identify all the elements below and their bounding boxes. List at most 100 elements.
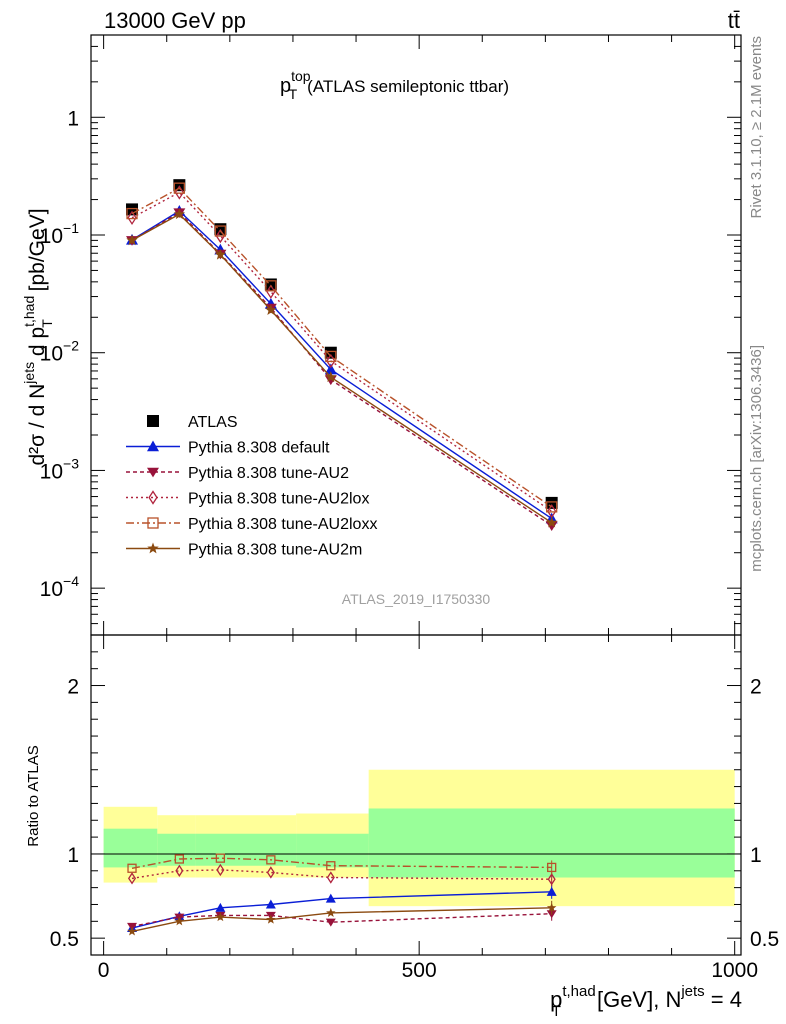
ratio-y-tick-label: 0.5 bbox=[50, 928, 79, 951]
series-3-ratio-point bbox=[127, 872, 137, 885]
series-3-main-line bbox=[131, 191, 553, 512]
process-label: tt̄ bbox=[728, 8, 740, 33]
ratio-plot-series bbox=[127, 853, 557, 936]
ratio-y-tick-label: 2 bbox=[67, 676, 79, 699]
ratio-y-tick-label: 1 bbox=[67, 844, 79, 867]
legend-label: Pythia 8.308 tune-AU2loxx bbox=[188, 516, 377, 533]
legend-entry: Pythia 8.308 tune-AU2m bbox=[126, 542, 362, 559]
series-0-main-point bbox=[173, 179, 186, 192]
legend-marker bbox=[147, 440, 159, 452]
legend-marker bbox=[147, 415, 159, 427]
series-4-ratio-point bbox=[547, 862, 557, 873]
legend-entry: Pythia 8.308 tune-AU2loxx bbox=[126, 516, 377, 533]
main-plot-series bbox=[126, 179, 558, 531]
x-axis-label: pt,had T [GeV], Njets = 4 bbox=[550, 983, 742, 1020]
series-1-ratio-point bbox=[215, 902, 226, 912]
series-2-main-point bbox=[324, 375, 337, 386]
legend-label: Pythia 8.308 tune-AU2 bbox=[188, 465, 349, 482]
ratio-inner-band bbox=[157, 833, 196, 866]
legend-entry: Pythia 8.308 tune-AU2 bbox=[126, 465, 349, 482]
legend-marker bbox=[147, 467, 159, 478]
analysis-id-label: ATLAS_2019_I1750330 bbox=[342, 591, 491, 607]
main-y-tick-label: 10−2 bbox=[40, 338, 80, 366]
series-5-main-line bbox=[131, 213, 553, 524]
series-2-main-line bbox=[131, 211, 553, 527]
series-2-main-point bbox=[545, 521, 558, 531]
ratio-y-axis-label: Ratio to ATLAS bbox=[25, 745, 42, 846]
legend-label: Pythia 8.308 default bbox=[188, 440, 330, 457]
series-1-ratio-point bbox=[265, 899, 276, 909]
series-4-main-point bbox=[173, 182, 185, 194]
legend-label: Pythia 8.308 tune-AU2lox bbox=[188, 491, 369, 508]
legend-marker bbox=[147, 517, 159, 529]
series-4-ratio-point bbox=[215, 853, 226, 863]
legend-marker bbox=[147, 542, 159, 554]
series-5-main-point bbox=[126, 234, 138, 246]
series-5-ratio-line bbox=[131, 907, 552, 933]
series-3-ratio-point bbox=[175, 864, 184, 877]
series-4-main-point bbox=[126, 207, 138, 220]
series-0-main-point bbox=[545, 496, 558, 509]
series-0-main-point bbox=[126, 203, 139, 216]
series-5-main-point bbox=[325, 371, 337, 383]
series-3-main-point bbox=[127, 210, 137, 225]
series-3-ratio-point bbox=[216, 863, 225, 877]
series-1-main-point bbox=[324, 363, 337, 375]
main-y-tick-label: 10−3 bbox=[40, 455, 80, 483]
series-1-ratio-line bbox=[131, 891, 552, 929]
energy-label: 13000 GeV pp bbox=[104, 8, 246, 33]
series-5-ratio-point bbox=[174, 916, 185, 926]
axis-ticks bbox=[91, 34, 741, 955]
series-4-ratio-point bbox=[266, 855, 276, 865]
ratio-plot-frame bbox=[90, 634, 742, 956]
legend-marker bbox=[148, 490, 158, 505]
rivet-version-label: Rivet 3.1.10, ≥ 2.1M events bbox=[748, 36, 765, 219]
series-5-main-point bbox=[173, 208, 186, 220]
series-3-main-point bbox=[326, 353, 336, 369]
ratio-inner-band bbox=[103, 828, 158, 868]
series-1-main-line bbox=[131, 210, 553, 520]
series-4-main-line bbox=[131, 187, 553, 508]
main-y-tick-label: 10−4 bbox=[40, 573, 80, 601]
series-5-ratio-point bbox=[266, 914, 276, 924]
ratio-uncertainty-bands bbox=[91, 769, 741, 907]
mcplots-source-label: mcplots.cern.ch [arXiv:1306.3436] bbox=[748, 345, 765, 572]
legend-label: Pythia 8.308 tune-AU2m bbox=[188, 542, 362, 559]
series-4-main-point bbox=[546, 501, 558, 513]
series-1-ratio-point bbox=[325, 893, 336, 903]
series-4-main-point bbox=[265, 280, 277, 292]
main-y-axis-label: d²σ / d Njets d pt,had T [pb/GeV] bbox=[21, 208, 55, 465]
series-5-ratio-point bbox=[215, 912, 226, 922]
legend: ATLAS Pythia 8.308 default Pythia 8.308 tu… bbox=[126, 414, 377, 559]
main-y-tick-label: 1 bbox=[67, 107, 79, 130]
series-4-ratio-point bbox=[174, 854, 184, 864]
main-y-tick-labels: 10−4 10−3 10−2 10−1 1 bbox=[40, 107, 80, 601]
series-4-ratio-point bbox=[127, 863, 137, 873]
series-4-ratio-line bbox=[131, 857, 552, 869]
series-5-main-point bbox=[214, 248, 227, 260]
series-5-ratio-point bbox=[127, 926, 137, 936]
ratio-y-tick-label-right: 0.5 bbox=[750, 928, 779, 951]
series-2-ratio-point bbox=[325, 918, 336, 927]
x-tick-label: 1000 bbox=[711, 959, 758, 982]
ratio-y-tick-label-right: 2 bbox=[750, 676, 762, 699]
legend-entry: ATLAS bbox=[147, 414, 238, 431]
ratio-y-tick-label-right: 1 bbox=[750, 844, 762, 867]
x-tick-label: 500 bbox=[402, 959, 437, 982]
series-5-main-point bbox=[265, 304, 277, 315]
series-5-main-point bbox=[545, 516, 558, 528]
ratio-y-tick-labels: 0.5 0.5 1 1 2 2 bbox=[50, 676, 779, 952]
series-5-ratio-point bbox=[326, 907, 336, 917]
series-2-ratio-line bbox=[131, 913, 552, 928]
x-tick-labels: 0 500 1000 bbox=[98, 959, 758, 982]
legend-entry: Pythia 8.308 default bbox=[126, 440, 330, 457]
series-3-ratio-line bbox=[131, 869, 552, 880]
x-tick-label: 0 bbox=[98, 959, 110, 982]
series-3-ratio-point bbox=[326, 871, 335, 884]
series-5-ratio-point bbox=[546, 902, 557, 912]
legend-label: ATLAS bbox=[188, 414, 238, 431]
series-4-main-point bbox=[325, 350, 337, 363]
series-4-ratio-point bbox=[326, 861, 336, 871]
legend-entry: Pythia 8.308 tune-AU2lox bbox=[126, 490, 369, 508]
